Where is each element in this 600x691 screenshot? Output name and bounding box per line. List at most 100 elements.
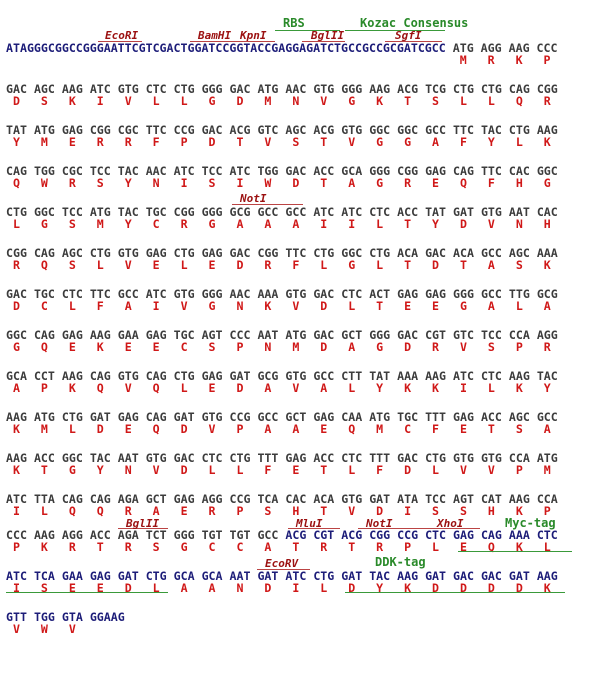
amino-acid-line: Q W R S Y N I S I W D T A G R E Q F H G <box>6 177 565 189</box>
codon: TCA <box>33 569 55 583</box>
codon: CAG <box>33 246 55 260</box>
codon: ACA <box>397 246 419 260</box>
amino-acid: T <box>459 258 467 272</box>
codon: GGG <box>201 287 223 301</box>
amino-acid: D <box>208 135 216 149</box>
amino-acid: M <box>543 463 551 477</box>
codon: GTG <box>480 451 502 465</box>
amino-acid: Q <box>12 176 20 190</box>
amino-acid: Y <box>12 135 20 149</box>
codon: CTC <box>61 287 83 301</box>
codon: AGG <box>536 328 558 342</box>
codon: CTG <box>369 246 391 260</box>
amino-acid: E <box>124 340 132 354</box>
rbs-line <box>275 30 340 31</box>
codon: CTG <box>453 82 474 96</box>
amino-acid: Y <box>543 381 551 395</box>
amino-acid: K <box>543 581 551 595</box>
amino-acid: G <box>459 299 467 313</box>
amino-acid: A <box>264 422 272 436</box>
codon: CCC <box>536 41 558 55</box>
amino-acid: S <box>432 94 440 108</box>
amino-acid: Q <box>40 340 48 354</box>
bglii-site-line <box>302 41 345 42</box>
codon: TTC <box>145 123 167 137</box>
amino-acid-line: V W V <box>6 623 118 635</box>
codon: CAC <box>508 164 530 178</box>
amino-acid: P <box>180 135 188 149</box>
amino-acid: A <box>432 135 440 149</box>
codon: GAT <box>369 492 391 506</box>
codon: CTG <box>173 246 195 260</box>
amino-acid: M <box>96 217 104 231</box>
amino-acid: N <box>292 94 300 108</box>
kozak-line <box>345 30 445 31</box>
codon: TAT <box>6 123 27 137</box>
amino-acid: D <box>180 422 188 436</box>
amino-acid: T <box>96 540 104 554</box>
codon: CTG <box>508 123 530 137</box>
amino-acid: A <box>487 299 495 313</box>
amino-acid: V <box>180 299 188 313</box>
amino-acid: G <box>348 258 356 272</box>
amino-acid: L <box>515 299 523 313</box>
amino-acid: V <box>208 422 216 436</box>
amino-acid: F <box>459 135 467 149</box>
codon: AAG <box>397 569 419 583</box>
codon: CTC <box>369 205 391 219</box>
amino-acid: L <box>320 581 328 595</box>
amino-acid: I <box>236 176 244 190</box>
codon: TCC <box>61 205 83 219</box>
amino-acid: A <box>236 217 244 231</box>
amino-acid: L <box>376 258 384 272</box>
amino-acid: A <box>180 581 188 595</box>
amino-acid: G <box>208 299 216 313</box>
amino-acid: R <box>404 176 412 190</box>
codon: CTG <box>61 410 83 424</box>
codon: TTC <box>285 246 307 260</box>
codon: GCT <box>145 492 167 506</box>
codon: CAG <box>89 369 111 383</box>
dna-line: ATC TTA CAG CAG AGA GCT GAG AGG CCG TCA … <box>6 493 558 505</box>
codon: AAG <box>508 492 530 506</box>
amino-acid: E <box>432 176 440 190</box>
amino-acid: E <box>208 381 216 395</box>
amino-acid: I <box>459 381 467 395</box>
amino-acid: M <box>376 422 384 436</box>
amino-acid: T <box>376 299 384 313</box>
amino-acid: H <box>487 504 495 518</box>
codon: GAG <box>425 164 447 178</box>
codon: GTG <box>201 410 223 424</box>
amino-acid: L <box>376 217 384 231</box>
codon: CTC <box>425 528 447 542</box>
codon: GCC <box>285 205 307 219</box>
amino-acid: N <box>236 581 244 595</box>
codon: ATC <box>229 164 251 178</box>
amino-acid: C <box>404 422 412 436</box>
codon: CAG <box>145 410 167 424</box>
codon: ATC <box>145 287 167 301</box>
amino-acid: A <box>264 540 272 554</box>
amino-acid-line: I L Q Q R A E R P S H T V D I S S H K P <box>6 505 565 517</box>
codon: ACC <box>397 205 419 219</box>
codon: CCA <box>536 492 558 506</box>
codon: GAC <box>313 287 335 301</box>
codon: GAC <box>201 123 223 137</box>
codon: AGA <box>117 528 139 542</box>
amino-acid: R <box>124 540 132 554</box>
codon: GAT <box>229 369 251 383</box>
amino-acid: L <box>68 422 76 436</box>
codon: CAG <box>61 492 83 506</box>
ecorv-site-label: EcoRV <box>265 557 299 570</box>
codon: GGG <box>453 287 474 301</box>
amino-acid: G <box>404 135 412 149</box>
amino-acid-line: Y M E R R F P D T V S T V G G A F Y L K <box>6 136 565 148</box>
sequence-row: GGC CAG GAG AAG GAA GAG TGC AGT CCC AAT … <box>6 329 600 357</box>
amino-acid: G <box>12 340 20 354</box>
ddk-tag-label: DDK-tag <box>375 555 426 569</box>
sequence-row: CCC AAG AGG ACC AGA TCT GGG TGT TGT GCC … <box>6 529 600 557</box>
amino-acid: S <box>487 340 495 354</box>
codon: ATG <box>369 410 391 424</box>
amino-acid: K <box>96 340 104 354</box>
dna-line: AAG ACC GGC TAC AAT GTG GAC CTC CTG TTT … <box>6 452 558 464</box>
